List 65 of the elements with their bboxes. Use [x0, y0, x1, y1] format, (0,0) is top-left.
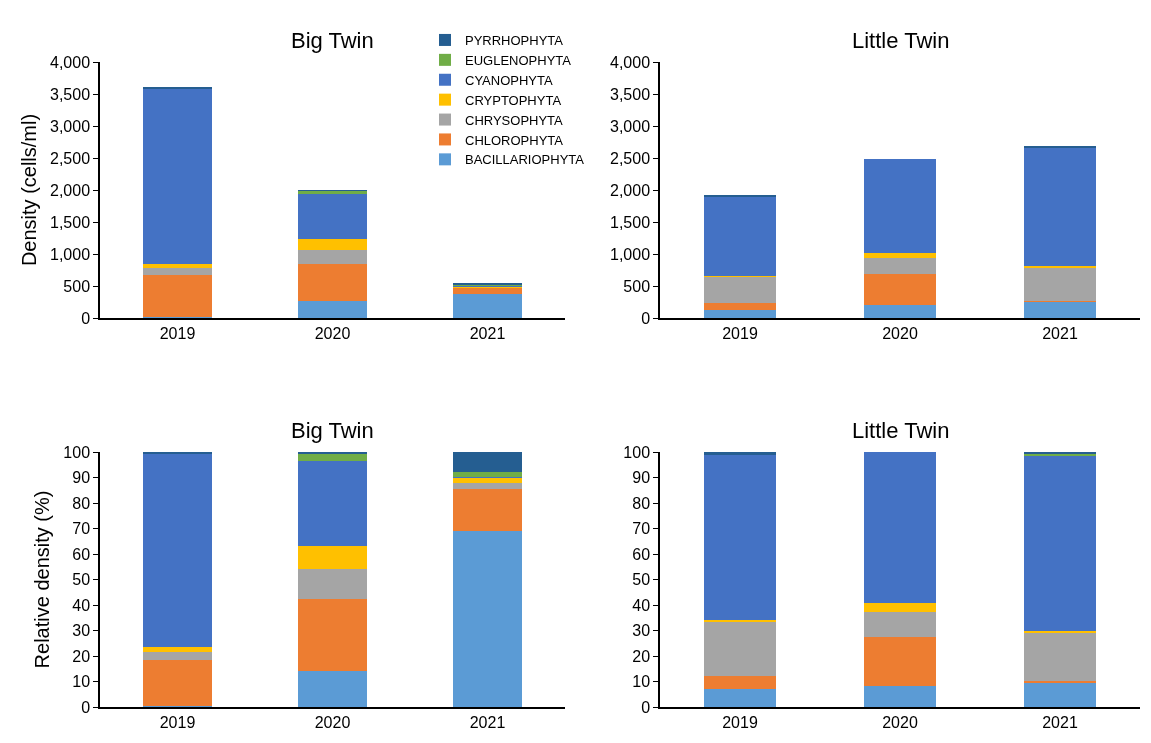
legend-label: PYRRHOPHYTA [465, 33, 564, 49]
y-tick-label: 10 [632, 673, 651, 691]
legend-label: EUGLENOPHYTA [465, 52, 572, 68]
x-tick-label: 2020 [314, 324, 351, 342]
y-tick-label: 2,000 [610, 181, 651, 199]
y-tick-label: 1,000 [610, 245, 651, 263]
chart-title: Little Twin [852, 28, 950, 53]
y-tick-label: 60 [632, 545, 651, 563]
x-tick-label: 2021 [1042, 324, 1078, 342]
x-tick-label: 2021 [469, 713, 506, 731]
x-tick-label: 2021 [1042, 713, 1078, 731]
y-tick-label: 0 [641, 698, 651, 716]
y-tick-label: 3,500 [610, 85, 651, 103]
x-tick-label: 2020 [882, 713, 918, 731]
y-tick-label: 1,500 [50, 213, 91, 231]
y-axis-title: Relative density (%) [31, 490, 54, 669]
y-tick-label: 30 [72, 622, 91, 640]
chart-title: Little Twin [852, 418, 950, 443]
y-tick-label: 100 [63, 443, 91, 461]
y-tick-label: 90 [632, 469, 651, 487]
y-tick-label: 3,500 [50, 85, 91, 103]
y-tick-label: 2,000 [50, 181, 91, 199]
x-tick-label: 2019 [159, 713, 196, 731]
y-tick-label: 80 [72, 494, 91, 512]
chart-title: Big Twin [291, 28, 374, 53]
x-tick-label: 2020 [882, 324, 918, 342]
y-axis-title: Density (cells/ml) [18, 113, 40, 267]
y-tick-label: 4,000 [50, 53, 91, 71]
y-tick-label: 20 [72, 647, 91, 665]
y-tick-label: 0 [641, 309, 651, 327]
legend-label: CHRYSOPHYTA [465, 112, 564, 128]
y-tick-label: 3,000 [610, 117, 651, 135]
y-tick-label: 10 [72, 673, 91, 691]
y-tick-label: 40 [632, 596, 651, 614]
y-tick-label: 70 [632, 520, 651, 538]
x-tick-label: 2019 [722, 713, 758, 731]
y-tick-label: 90 [72, 469, 91, 487]
y-tick-label: 60 [72, 545, 91, 563]
y-tick-label: 80 [632, 494, 651, 512]
x-tick-label: 2020 [314, 713, 351, 731]
y-tick-label: 1,000 [50, 245, 91, 263]
y-tick-label: 40 [72, 596, 91, 614]
legend-label: CYANOPHYTA [465, 72, 553, 88]
x-tick-label: 2021 [469, 324, 506, 342]
y-tick-label: 500 [623, 277, 651, 295]
legend-label: CRYPTOPHYTA [465, 92, 562, 108]
x-tick-label: 2019 [722, 324, 758, 342]
y-tick-label: 4,000 [610, 53, 651, 71]
y-tick-label: 0 [81, 309, 91, 327]
chart-title: Big Twin [291, 418, 374, 443]
y-tick-label: 2,500 [610, 149, 651, 167]
y-tick-label: 70 [72, 520, 91, 538]
y-tick-label: 30 [632, 622, 651, 640]
legend-label: CHLOROPHYTA [465, 132, 564, 148]
y-tick-label: 50 [72, 571, 91, 589]
x-tick-label: 2019 [159, 324, 196, 342]
y-tick-label: 20 [632, 647, 651, 665]
y-tick-label: 2,500 [50, 149, 91, 167]
y-tick-label: 500 [63, 277, 91, 295]
y-tick-label: 50 [632, 571, 651, 589]
legend-label: BACILLARIOPHYTA [465, 152, 585, 168]
y-tick-label: 0 [81, 698, 91, 716]
y-tick-label: 3,000 [50, 117, 91, 135]
y-tick-label: 100 [623, 443, 651, 461]
y-tick-label: 1,500 [610, 213, 651, 231]
